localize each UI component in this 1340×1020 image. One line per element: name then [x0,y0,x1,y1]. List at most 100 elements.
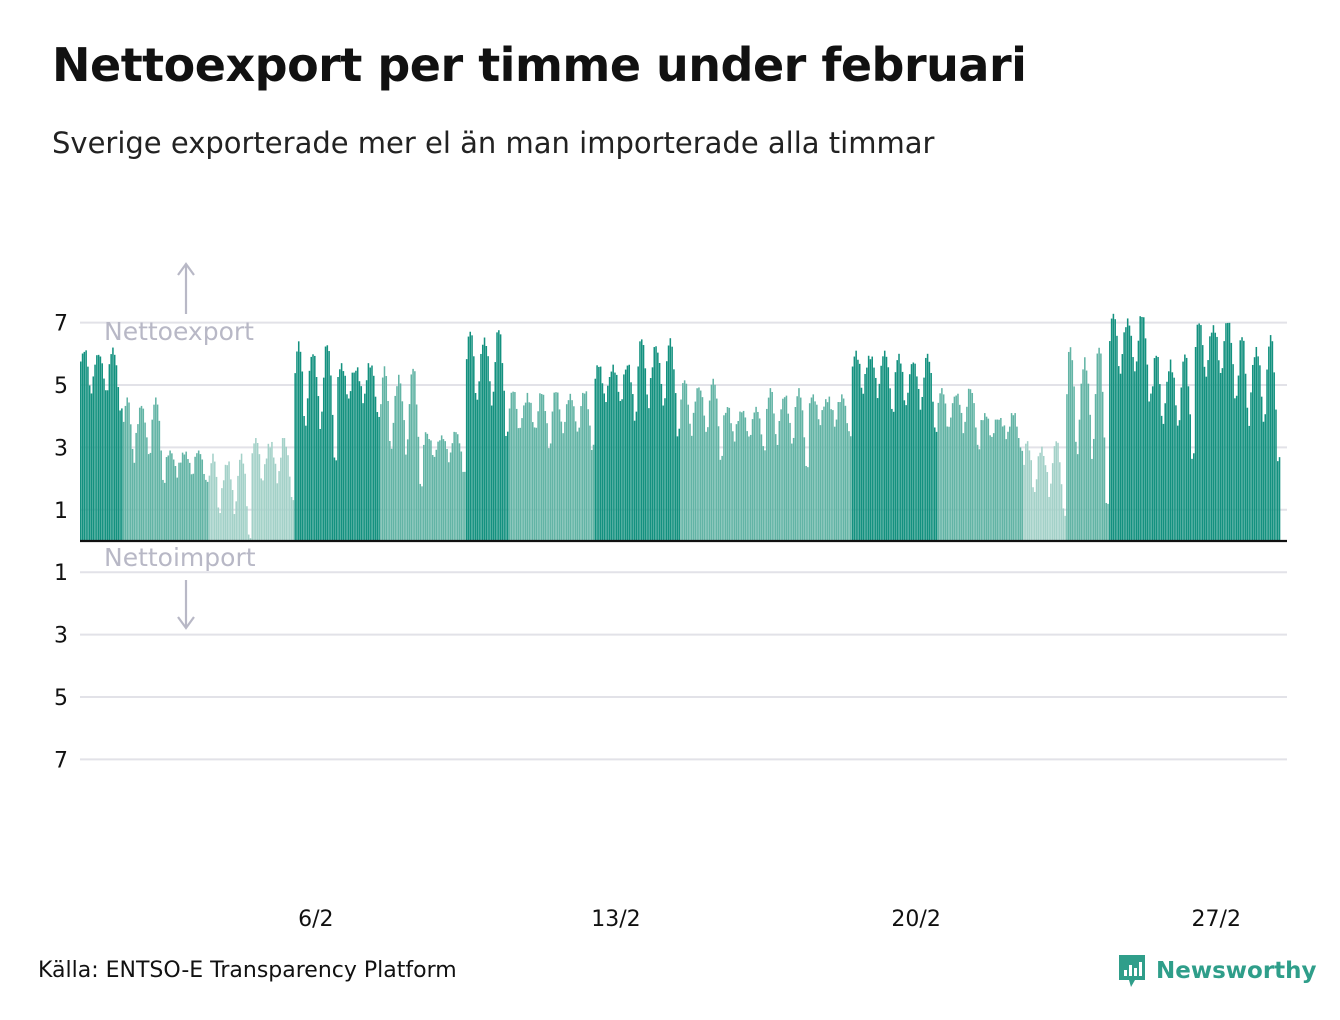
bar-day-2-hour-7 [135,432,137,541]
bar-day-4-hour-1 [210,463,212,541]
bar-day-15-hour-9 [696,388,698,541]
bar-day-12-hour-7 [564,421,566,541]
bar-day-13-hour-6 [605,402,607,541]
bar-day-3-hour-2 [169,450,171,541]
bar-day-2-hour-16 [151,419,153,541]
bar-day-4-hour-13 [231,490,234,541]
bar-day-8-hour-23 [421,486,423,541]
bar-day-17-hour-0 [766,408,768,541]
bar-day-20-hour-10 [912,362,915,541]
bar-day-6-hour-9 [310,356,313,541]
bar-day-26-hour-11 [1171,372,1174,541]
bar-day-13-hour-18 [626,365,629,541]
bar-day-14-hour-4 [644,368,647,541]
bar-day-16-hour-0 [723,415,725,541]
bar-day-5-hour-4 [258,454,261,541]
bar-day-8-hour-20 [415,404,418,541]
bar-day-6-hour-20 [330,375,332,541]
bar-day-8-hour-21 [417,436,420,541]
bar-day-14-hour-9 [653,347,656,541]
bar-day-27-hour-6 [1205,376,1208,541]
bar-day-25-hour-23 [1150,393,1152,541]
bar-day-26-hour-21 [1189,414,1191,541]
bar-day-24-hour-11 [1085,370,1088,541]
y-tick-label: 3 [54,624,68,649]
chart-title: Nettoexport per timme under februari [52,38,1027,92]
bar-day-16-hour-7 [735,424,738,541]
bar-day-1-hour-19 [113,354,116,541]
bar-day-20-hour-5 [903,400,906,541]
bar-day-8-hour-8 [394,395,396,541]
bar-day-5-hour-0 [251,453,254,541]
bar-day-14-hour-22 [676,436,679,541]
bar-day-26-hour-5 [1160,415,1163,541]
bar-day-28-hour-4 [1244,373,1247,541]
bar-day-22-hour-1 [982,420,984,541]
bar-day-22-hour-0 [980,420,982,541]
bar-day-22-hour-13 [1003,425,1006,541]
bar-day-19-hour-4 [858,363,861,541]
bar-day-20-hour-8 [908,374,911,541]
bar-day-18-hour-14 [833,426,836,541]
bar-day-8-hour-10 [398,374,400,541]
bar-day-16-hour-1 [724,412,727,541]
bar-day-18-hour-17 [839,402,841,541]
bar-day-10-hour-18 [498,330,500,541]
bar-day-27-hour-3 [1200,325,1202,541]
bar-day-24-hour-3 [1071,360,1074,541]
bar-day-10-hour-15 [492,391,495,541]
bar-day-1-hour-14 [105,390,107,541]
bar-day-28-hour-23 [1278,457,1281,541]
bar-day-2-hour-1 [124,405,127,541]
bar-day-13-hour-8 [608,377,611,541]
bar-day-23-hour-23 [1064,515,1066,541]
bar-day-26-hour-18 [1184,354,1186,541]
bar-day-16-hour-19 [757,411,759,541]
bar-day-19-hour-20 [887,367,890,541]
bar-day-27-hour-14 [1219,372,1222,541]
bar-day-6-hour-0 [294,373,296,541]
bar-day-21-hour-14 [962,433,965,541]
bar-day-12-hour-21 [589,425,591,541]
bar-day-20-hour-1 [896,360,898,541]
bar-day-8-hour-18 [412,368,414,541]
bar-day-11-hour-18 [540,394,543,541]
bar-day-28-hour-9 [1253,357,1256,541]
bar-day-7-hour-5 [346,394,348,541]
bar-day-4-hour-4 [215,476,218,541]
bar-day-21-hour-7 [950,417,952,541]
bar-day-14-hour-13 [660,383,663,541]
bar-day-18-hour-4 [816,404,818,541]
direction-annotations: Nettoexport Nettoimport [104,262,256,630]
bar-day-17-hour-23 [807,467,809,541]
bar-day-12-hour-8 [565,404,568,541]
bar-day-6-hour-1 [296,351,298,541]
bar-day-13-hour-3 [599,366,602,541]
bar-day-22-hour-20 [1016,426,1018,541]
bar-day-25-hour-13 [1132,357,1134,541]
bar-day-10-hour-1 [467,336,470,541]
bar-day-25-hour-19 [1143,317,1145,541]
bar-day-24-hour-6 [1076,454,1079,541]
bar-day-16-hour-16 [751,419,754,541]
bar-day-18-hour-16 [837,402,840,541]
bar-day-28-hour-1 [1239,340,1242,541]
bar-day-19-hour-21 [889,388,891,541]
bar-day-23-hour-13 [1046,472,1049,541]
bar-day-8-hour-15 [406,439,409,541]
bar-day-12-hour-20 [587,409,589,541]
bar-day-15-hour-23 [721,455,723,541]
bar-day-28-hour-0 [1237,375,1240,541]
bar-day-12-hour-11 [571,400,573,541]
bar-day-11-hour-3 [514,392,516,541]
bar-day-4-hour-22 [247,534,250,541]
bar-day-27-hour-22 [1234,398,1236,541]
bar-day-7-hour-19 [371,365,373,541]
bar-day-22-hour-18 [1012,415,1015,541]
bar-day-3-hour-17 [196,453,198,541]
bar-day-28-hour-21 [1275,409,1277,541]
bar-day-26-hour-13 [1175,405,1177,541]
bar-day-26-hour-6 [1162,423,1165,541]
bar-day-23-hour-5 [1032,487,1034,541]
bar-day-7-hour-22 [376,412,379,541]
